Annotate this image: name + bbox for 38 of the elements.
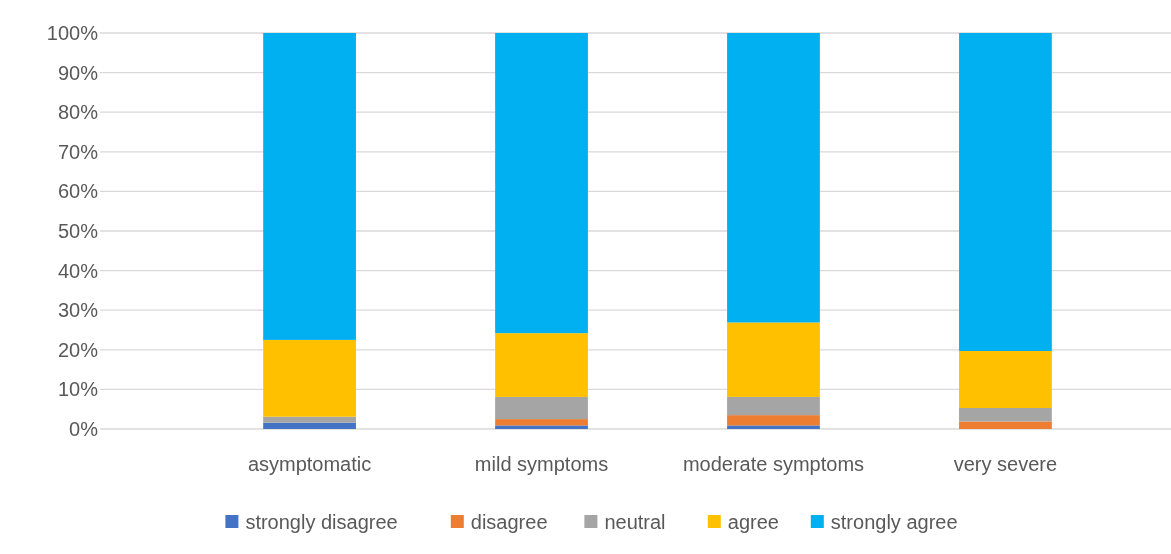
bar bbox=[959, 350, 1052, 409]
y-tick-label: 60% bbox=[57, 180, 99, 203]
legend-label: strongly disagree bbox=[245, 511, 398, 533]
x-tick-label: mild symptoms bbox=[474, 453, 609, 475]
y-tick-label: 80% bbox=[57, 101, 99, 124]
legend-label: neutral bbox=[604, 511, 666, 533]
x-tick-label: asymptomatic bbox=[247, 453, 372, 475]
bar bbox=[495, 425, 588, 429]
bar bbox=[727, 322, 820, 397]
bar bbox=[263, 416, 356, 423]
bar bbox=[959, 421, 1052, 429]
bar bbox=[263, 33, 356, 340]
y-tick-label: 50% bbox=[57, 220, 99, 242]
bar bbox=[263, 339, 356, 417]
bar bbox=[495, 419, 588, 426]
bar bbox=[495, 396, 588, 420]
bar bbox=[727, 425, 820, 429]
x-tick-label: moderate symptoms bbox=[682, 453, 865, 475]
y-tick-label: 20% bbox=[57, 338, 99, 361]
bar bbox=[959, 408, 1052, 422]
legend-label: disagree bbox=[470, 511, 548, 533]
legend-label: agree bbox=[727, 511, 779, 533]
bar bbox=[727, 396, 820, 416]
y-tick-label: 90% bbox=[57, 61, 99, 84]
bar bbox=[727, 33, 820, 323]
bar bbox=[495, 333, 588, 397]
y-tick-label: 0% bbox=[69, 418, 99, 440]
bar bbox=[495, 33, 588, 334]
x-tick-label: very severe bbox=[953, 453, 1058, 475]
y-tick-label: 100% bbox=[46, 22, 99, 44]
y-tick-label: 10% bbox=[57, 378, 99, 401]
y-tick-label: 70% bbox=[57, 140, 99, 163]
y-tick-label: 40% bbox=[57, 259, 99, 282]
bar bbox=[263, 422, 356, 429]
bar bbox=[959, 33, 1052, 351]
legend-label: strongly agree bbox=[830, 511, 958, 533]
y-tick-label: 30% bbox=[57, 299, 99, 322]
bar bbox=[727, 415, 820, 426]
